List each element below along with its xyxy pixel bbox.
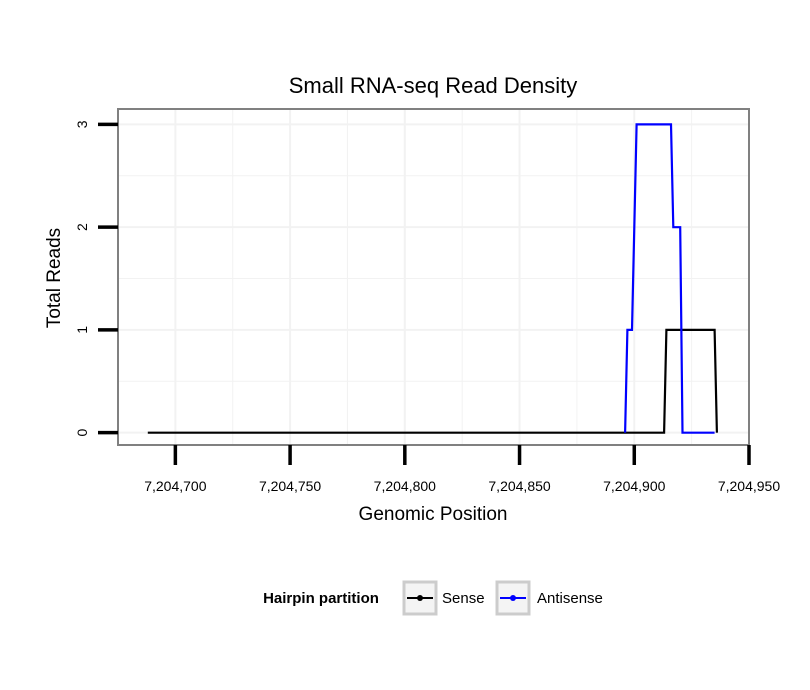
plot-panel-border [117, 108, 750, 446]
series-line-sense [147, 328, 718, 434]
legend: Hairpin partition Sense Antisense [263, 580, 603, 616]
legend-swatch-antisense-dot [510, 595, 516, 601]
x-axis-title: Genomic Position [359, 504, 508, 525]
y-axis: 0 1 2 3 [74, 120, 118, 437]
series-lines [147, 123, 718, 434]
legend-item-antisense: Antisense [495, 580, 603, 616]
series-line-antisense [624, 123, 715, 434]
y-tick-label: 2 [74, 223, 90, 231]
legend-label-sense: Sense [442, 590, 485, 607]
y-tick-label: 1 [74, 326, 90, 334]
x-axis: 7,204,700 7,204,750 7,204,800 7,204,850 7,20… [144, 445, 780, 494]
legend-title: Hairpin partition [263, 590, 379, 607]
x-tick-label: 7,204,900 [603, 478, 665, 494]
x-tick-label: 7,204,700 [144, 478, 206, 494]
x-tick-label: 7,204,950 [718, 478, 780, 494]
y-tick-label: 3 [74, 120, 90, 128]
y-tick-label: 0 [74, 429, 90, 437]
x-tick-label: 7,204,800 [374, 478, 436, 494]
legend-swatch-sense-dot [417, 595, 423, 601]
x-tick-label: 7,204,750 [259, 478, 321, 494]
x-tick-label: 7,204,850 [488, 478, 550, 494]
legend-item-sense: Sense [402, 580, 485, 616]
legend-label-antisense: Antisense [537, 590, 603, 607]
chart-title: Small RNA-seq Read Density [289, 73, 578, 98]
y-axis-title: Total Reads [44, 228, 65, 328]
gridlines [118, 109, 749, 445]
